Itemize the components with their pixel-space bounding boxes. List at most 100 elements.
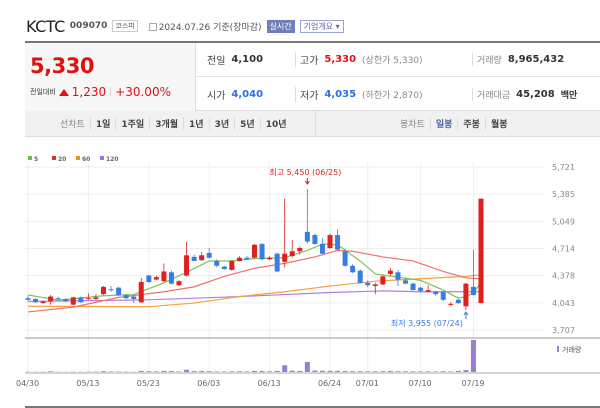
candle [274,252,280,273]
candle [372,282,378,295]
candle [55,296,61,300]
candle [214,259,220,268]
volume-bar [214,371,220,372]
candle-body [267,257,273,260]
candle-body [335,235,341,250]
up-arrow-icon [463,311,469,319]
candle-body [176,281,182,286]
candle [267,256,273,261]
stock-code: 009070 [69,21,108,31]
candle [123,294,129,300]
volume-bar [312,370,318,372]
prev-close: 전일 4,100 [207,54,264,67]
candle [101,286,106,295]
candle-body [440,291,446,300]
high-price: 고가 5,330 (상한가 5,330) [295,52,423,67]
volume-bar [387,371,393,372]
down-arrow-icon [304,178,310,185]
y-tick-label: 5,385 [552,190,575,199]
candle-body [78,297,84,303]
candle-body [259,243,265,260]
candle [236,256,242,262]
candle-body [380,276,386,285]
volume-bar [297,370,303,372]
candle-body [55,298,61,300]
volume-bar [274,370,280,372]
candle-body [161,271,167,282]
candle [342,248,348,267]
candle-weekly[interactable]: 주봉 [457,117,485,130]
candle [116,286,122,296]
candle-body [116,287,122,295]
candle-body [448,303,454,305]
period-1w[interactable]: 1주일 [115,117,149,130]
candle [244,256,250,261]
candle-body [123,294,129,299]
volume-bar [146,371,152,372]
volume-bar [395,371,401,372]
y-tick-label: 3,707 [552,326,575,335]
candle [78,296,84,304]
candle-body [40,301,46,304]
volume-bar [168,371,174,372]
period-1d[interactable]: 1일 [89,117,116,130]
candle [403,277,408,285]
candle-body [70,297,76,305]
candle-body [153,277,159,280]
candle-body [282,253,288,262]
candle-body [252,244,257,258]
candle [350,264,356,274]
candle-body [63,299,69,302]
candle-body [433,291,439,295]
x-tick-label: 06/13 [258,379,281,388]
y-tick-label: 4,714 [552,245,575,254]
candle [259,243,265,261]
up-arrow-icon [58,88,69,96]
period-3y[interactable]: 3년 [208,117,235,130]
candle-body [25,298,31,300]
x-tick-label: 04/30 [16,379,39,388]
candle-body [244,257,250,260]
ma5-line [27,243,482,301]
volume-bar [191,371,197,372]
calendar-icon [148,23,157,31]
line-chart-periods: 선차트 1일 1주일 3개월 1년 3년 5년 10년 [55,117,292,130]
volume-bar [463,370,469,372]
volume-bar [380,371,386,372]
company-info-dropdown[interactable]: 기업개요 ▾ [299,19,344,33]
volume-bar [418,371,424,372]
period-1y[interactable]: 1년 [183,117,209,130]
period-3m[interactable]: 3개월 [149,117,183,130]
volume-bar [372,371,378,372]
candle-body [146,275,152,283]
candle [25,295,31,302]
quote-panel: 5,330 전일대비 1,230 | +30.00% 전일 4,100 고가 5,3… [25,41,600,111]
candle-daily[interactable]: 일봉 [429,117,458,130]
volume-bar [244,371,250,372]
legend-swatch [100,156,104,160]
candle-body [357,270,363,283]
candle-body [101,286,106,295]
candle [184,241,190,277]
volume-bar [425,371,431,372]
period-5y[interactable]: 5년 [234,117,260,130]
y-tick-label: 4,378 [552,272,575,281]
candle-monthly[interactable]: 월봉 [484,117,513,130]
volume-bar [184,369,190,372]
volume-legend-swatch [557,346,559,352]
volume-bar [289,370,295,372]
candle-body [184,255,190,276]
candle [161,263,167,283]
candle [470,249,476,296]
legend-label: 60 [82,156,90,163]
candle-body [289,251,295,257]
candle [380,275,386,286]
candle [365,280,371,287]
change-label: 전일대비 [30,88,56,96]
realtime-button[interactable]: 실시간 [266,19,295,33]
candle-body [463,283,469,307]
trade-amount: 거래대금 45,208 백만 [472,87,577,101]
period-10y[interactable]: 10년 [259,117,292,130]
volume-bar [319,370,325,372]
volume-label: 거래량 [562,345,582,354]
